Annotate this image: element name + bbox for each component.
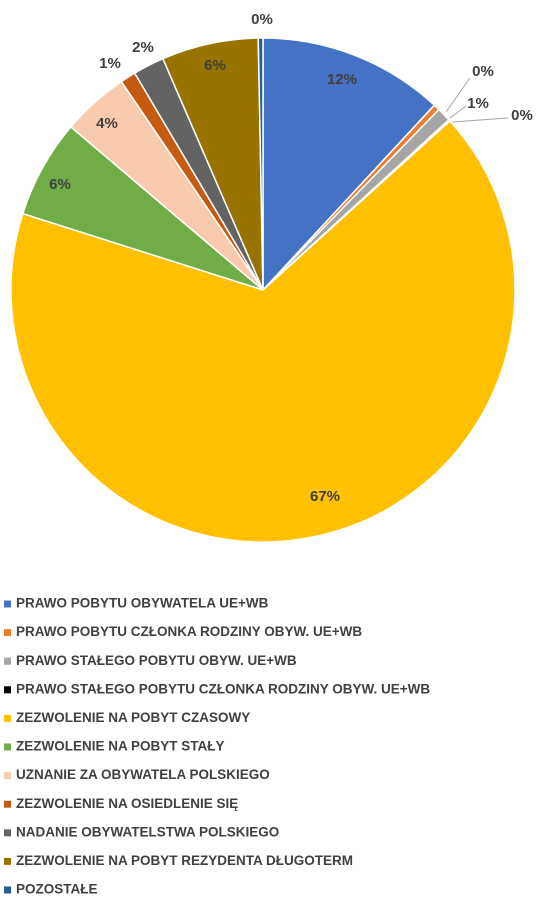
data-label: 1%	[467, 95, 489, 112]
pie-slice	[10, 119, 516, 543]
legend-label: UZNANIE ZA OBYWATELA POLSKIEGO	[16, 767, 270, 782]
legend-label: POZOSTAŁE	[16, 882, 98, 897]
leader-line	[449, 105, 467, 119]
legend-swatch	[4, 629, 11, 637]
data-label: 0%	[511, 107, 533, 124]
pie-slice	[262, 37, 436, 292]
legend-swatch	[4, 657, 11, 665]
legend-swatch	[4, 686, 11, 694]
legend-swatch	[4, 857, 11, 865]
data-label: 2%	[132, 39, 154, 56]
legend-label: ZEZWOLENIE NA POBYT CZASOWY	[16, 710, 250, 725]
legend-label: PRAWO POBYTU OBYWATELA UE+WB	[16, 596, 269, 611]
legend-swatch	[4, 714, 11, 722]
data-label: 0%	[472, 63, 494, 80]
data-label: 12%	[327, 71, 357, 88]
legend-label: ZEZWOLENIE NA POBYT REZYDENTA DŁUGOTERM	[16, 853, 353, 868]
pie-slice	[257, 37, 264, 291]
legend-label: NADANIE OBYWATELSTWA POLSKIEGO	[16, 824, 279, 839]
legend-swatch	[4, 829, 11, 837]
legend-swatch	[4, 743, 11, 751]
legend-swatch	[4, 886, 11, 894]
legend-label: PRAWO STAŁEGO POBYTU OBYW. UE+WB	[16, 653, 297, 668]
data-label: 6%	[49, 176, 71, 193]
data-label: 4%	[96, 115, 118, 132]
data-label: 0%	[251, 11, 273, 28]
leader-line	[445, 77, 471, 113]
legend-swatch	[4, 600, 11, 608]
legend-label: PRAWO POBYTU CZŁONKA RODZINY OBYW. UE+WB	[16, 624, 362, 639]
data-label: 1%	[99, 55, 121, 72]
legend-swatch	[4, 800, 11, 808]
legend-label: PRAWO STAŁEGO POBYTU CZŁONKA RODZINY OBY…	[16, 681, 430, 696]
leader-line	[451, 117, 509, 123]
data-label: 67%	[310, 488, 340, 505]
legend-swatch	[4, 772, 11, 780]
legend-label: ZEZWOLENIE NA OSIEDLENIE SIĘ	[16, 796, 238, 811]
legend-label: ZEZWOLENIE NA POBYT STAŁY	[16, 739, 225, 754]
data-label: 6%	[204, 57, 226, 74]
